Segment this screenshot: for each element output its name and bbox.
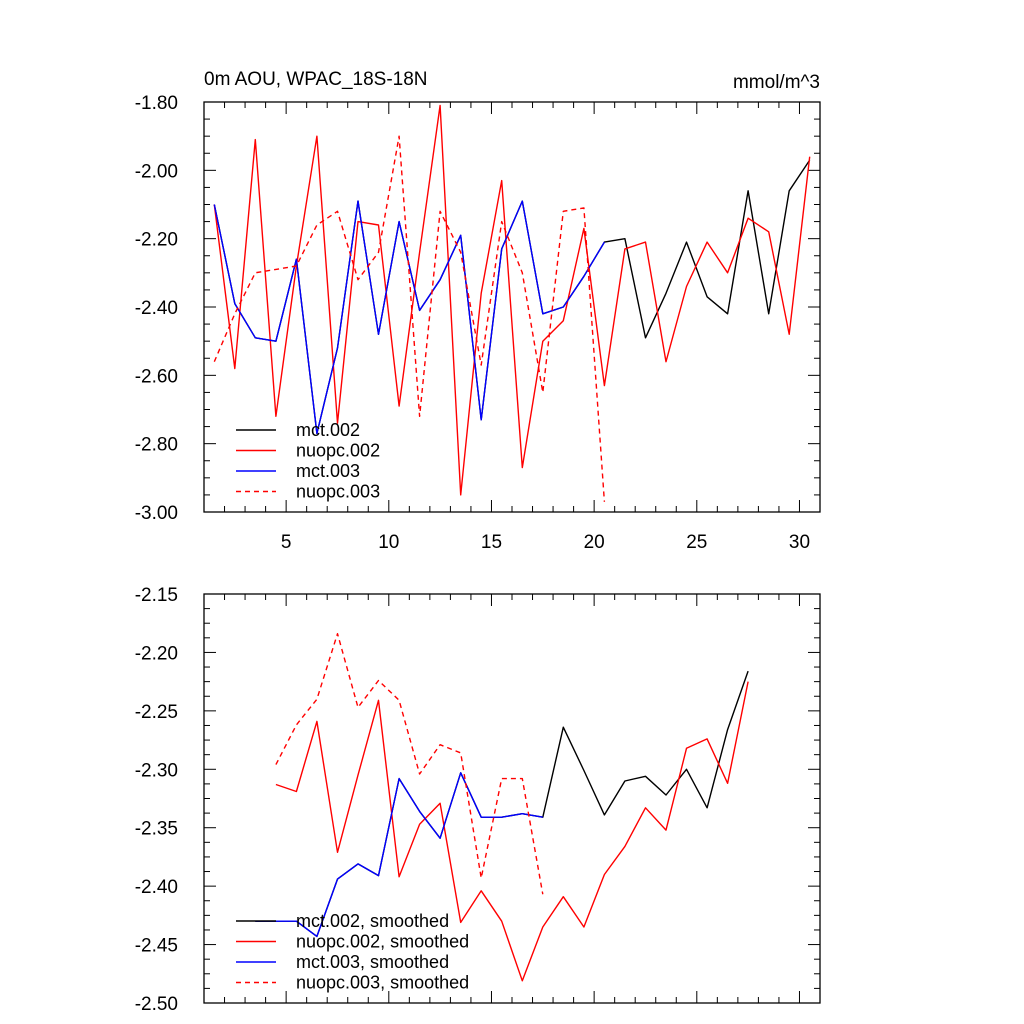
y-tick-label: -1.80 (135, 93, 178, 114)
legend-label: nuopc.002, smoothed (296, 932, 469, 952)
y-tick-label: -2.20 (135, 643, 178, 664)
legend-label: nuopc.003, smoothed (296, 973, 469, 993)
series-line-mct-003 (213, 200, 606, 435)
legend-label: mct.003 (296, 461, 360, 481)
y-tick-label: -2.40 (135, 298, 178, 319)
y-tick-label: -2.80 (135, 435, 178, 456)
legend-label: mct.003, smoothed (296, 952, 449, 972)
y-tick-label: -2.40 (135, 877, 178, 898)
y-tick-label: -3.00 (135, 503, 178, 524)
y-tick-label: -2.30 (135, 760, 178, 781)
chart-units: mmol/m^3 (733, 72, 820, 93)
y-tick-label: -2.50 (135, 994, 178, 1015)
x-tick-label: 5 (281, 532, 292, 553)
x-tick-label: 15 (481, 532, 502, 553)
x-tick-label: 10 (378, 532, 399, 553)
series-line-mct-002 (213, 159, 811, 435)
y-tick-label: -2.45 (135, 936, 178, 957)
y-tick-label: -2.00 (135, 161, 178, 182)
series-line-nuopc-003 (213, 135, 606, 502)
bottom-panel: -2.50 -2.45 -2.40 -2.35 -2.30 -2.25 -2.20 -2.15… (135, 585, 821, 1015)
series-line-nuopc-002-smoothed (275, 681, 749, 982)
top-panel: 0m AOU, WPAC_18S-18N mmol/m^3 5 10 15 20 25 3… (135, 69, 821, 553)
legend-label: nuopc.002 (296, 441, 380, 461)
series-line-nuopc-002 (213, 104, 811, 496)
series-line-mct-003-smoothed (255, 772, 543, 938)
y-tick-label: -2.25 (135, 702, 178, 723)
series-line-nuopc-003-smoothed (275, 633, 544, 895)
x-tick-label: 20 (584, 532, 605, 553)
chart-title: 0m AOU, WPAC_18S-18N (204, 69, 428, 90)
y-tick-label: -2.35 (135, 819, 178, 840)
y-tick-label: -2.60 (135, 366, 178, 387)
y-tick-label: -2.20 (135, 230, 178, 251)
legend-label: mct.002 (296, 420, 360, 440)
x-tick-label: 30 (789, 532, 810, 553)
legend-label: nuopc.003 (296, 482, 380, 502)
legend-label: mct.002, smoothed (296, 911, 449, 931)
y-tick-label: -2.15 (135, 585, 178, 606)
x-tick-label: 25 (686, 532, 707, 553)
